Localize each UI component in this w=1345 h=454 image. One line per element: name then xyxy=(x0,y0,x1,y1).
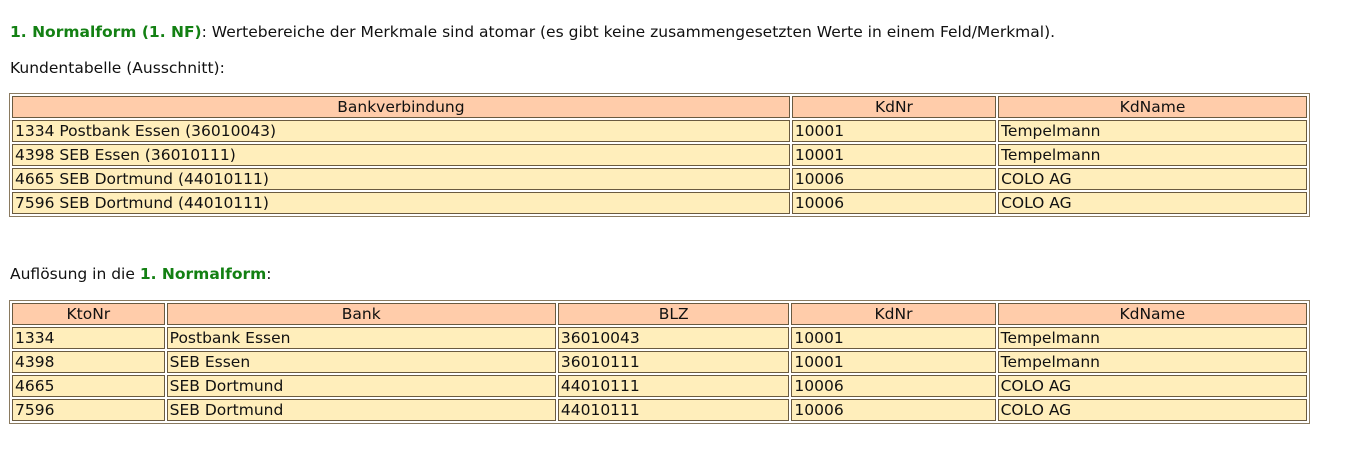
table1-caption: Kundentabelle (Ausschnitt): xyxy=(10,59,225,77)
table-cell: 10006 xyxy=(791,168,997,190)
table-cell: 36010043 xyxy=(557,327,790,349)
table-cell: 44010111 xyxy=(557,375,790,397)
table-cell: SEB Essen xyxy=(166,351,556,373)
table-cell: 1334 xyxy=(12,327,165,349)
table-row: 1334 Postbank Essen (36010043) 10001 Tempe… xyxy=(12,120,1307,142)
table-cell: 4398 SEB Essen (36010111) xyxy=(12,144,790,166)
table-row: 1334 Postbank Essen 36010043 10001 Tempelman… xyxy=(12,327,1307,349)
column-header: Bankverbindung xyxy=(12,96,790,118)
table-row: 4398 SEB Essen (36010111) 10001 Tempelmann xyxy=(12,144,1307,166)
column-header: KdName xyxy=(998,96,1307,118)
column-header: Bank xyxy=(166,303,556,325)
table-row: 4398 SEB Essen 36010111 10001 Tempelmann xyxy=(12,351,1307,373)
table-cell: 10001 xyxy=(791,144,997,166)
table-cell: Tempelmann xyxy=(997,351,1307,373)
column-header: BLZ xyxy=(557,303,790,325)
table-cell: SEB Dortmund xyxy=(166,399,556,421)
intro-paragraph: 1. Normalform (1. NF): Wertebereiche der… xyxy=(10,23,1055,41)
table-cell: 1334 Postbank Essen (36010043) xyxy=(12,120,790,142)
table-cell: Tempelmann xyxy=(998,144,1307,166)
table-cell: 10006 xyxy=(791,399,996,421)
table-cell: 44010111 xyxy=(557,399,790,421)
table-cell: 10006 xyxy=(791,375,996,397)
customer-table: Bankverbindung KdNr KdName 1334 Postbank E… xyxy=(9,93,1310,217)
table-cell: 10001 xyxy=(791,120,997,142)
caption-text: Auflösung in die xyxy=(10,265,140,283)
table-row: 7596 SEB Dortmund (44010111) 10006 COLO AG xyxy=(12,192,1307,214)
term-1nf: 1. Normalform xyxy=(139,265,267,283)
table-cell: 4398 xyxy=(12,351,165,373)
table-cell: COLO AG xyxy=(998,192,1307,214)
table-row: 4665 SEB Dortmund (44010111) 10006 COLO AG xyxy=(12,168,1307,190)
table-cell: 7596 SEB Dortmund (44010111) xyxy=(12,192,790,214)
table-cell: Tempelmann xyxy=(998,120,1307,142)
normalized-table: KtoNr Bank BLZ KdNr KdName 1334 Postbank Esse… xyxy=(9,300,1310,424)
caption-colon: : xyxy=(266,265,272,283)
table-cell: Tempelmann xyxy=(997,327,1307,349)
table-cell: COLO AG xyxy=(997,375,1307,397)
table-cell: 10001 xyxy=(791,351,996,373)
table-cell: SEB Dortmund xyxy=(166,375,556,397)
table-cell: 4665 xyxy=(12,375,165,397)
table-cell: Postbank Essen xyxy=(166,327,556,349)
column-header: KdNr xyxy=(791,303,996,325)
column-header: KdName xyxy=(997,303,1307,325)
column-header: KdNr xyxy=(791,96,997,118)
table-cell: 4665 SEB Dortmund (44010111) xyxy=(12,168,790,190)
table-cell: 7596 xyxy=(12,399,165,421)
table-row: 4665 SEB Dortmund 44010111 10006 COLO AG xyxy=(12,375,1307,397)
table-cell: 36010111 xyxy=(557,351,790,373)
column-header: KtoNr xyxy=(12,303,165,325)
intro-text: : Wertebereiche der Merkmale sind atomar… xyxy=(201,23,1056,41)
table-cell: COLO AG xyxy=(998,168,1307,190)
table-cell: COLO AG xyxy=(997,399,1307,421)
table-cell: 10001 xyxy=(791,327,996,349)
table-cell: 10006 xyxy=(791,192,997,214)
table-row: 7596 SEB Dortmund 44010111 10006 COLO AG xyxy=(12,399,1307,421)
term-1nf: 1. Normalform (1. NF) xyxy=(10,23,202,41)
table2-caption: Auflösung in die 1. Normalform: xyxy=(10,265,272,283)
